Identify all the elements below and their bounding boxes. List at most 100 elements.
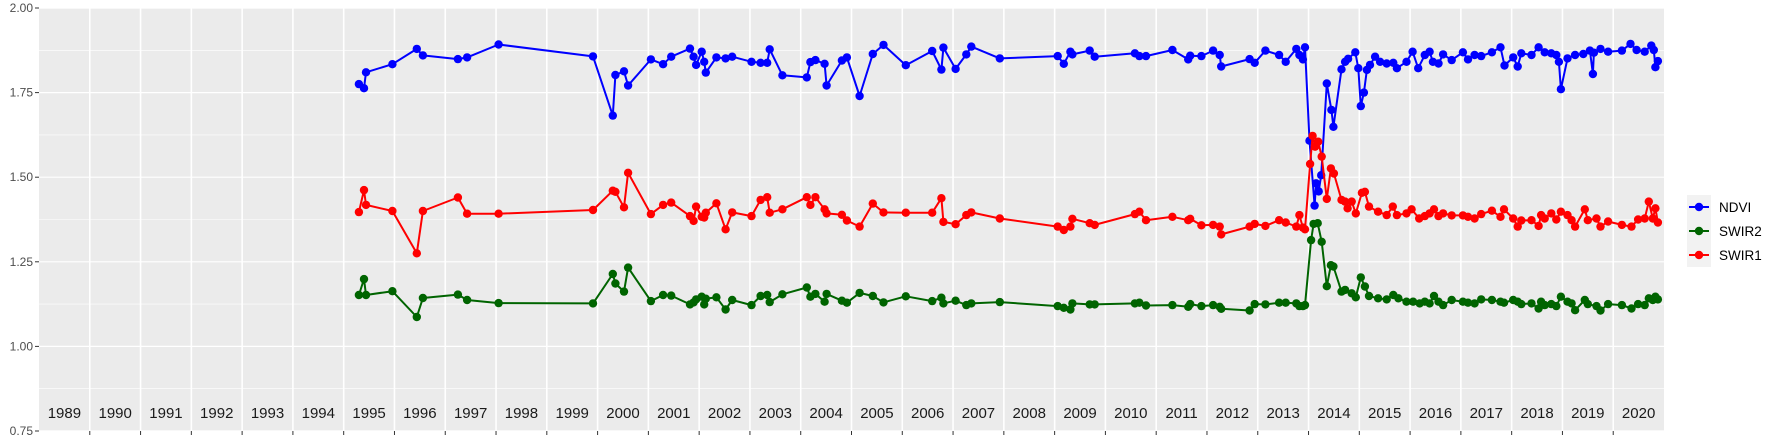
- data-point-ndvi: [1329, 122, 1338, 131]
- data-point-ndvi: [1563, 54, 1572, 63]
- data-point-swir1: [1215, 222, 1224, 231]
- x-tick-label: 2013: [1266, 405, 1299, 422]
- x-tick-label: 2004: [809, 405, 842, 422]
- data-point-swir2: [1447, 295, 1456, 305]
- x-tick-label: 2005: [860, 405, 893, 422]
- data-point-swir2: [588, 299, 598, 308]
- data-point-swir1: [658, 200, 668, 210]
- data-point-swir1: [611, 187, 620, 196]
- data-point-swir1: [763, 193, 772, 202]
- data-point-ndvi: [1509, 53, 1518, 62]
- data-point-swir1: [1567, 216, 1576, 225]
- data-point-swir2: [453, 290, 463, 299]
- data-point-ndvi: [756, 58, 765, 67]
- data-point-swir1: [1343, 204, 1352, 213]
- data-point-swir2: [388, 287, 397, 296]
- data-point-ndvi: [1343, 54, 1353, 63]
- data-point-swir1: [1274, 216, 1284, 225]
- data-point-swir1: [1300, 225, 1310, 234]
- data-point-swir1: [1407, 205, 1416, 214]
- data-point-swir2: [1356, 273, 1366, 282]
- data-point-ndvi: [820, 59, 829, 68]
- data-point-ndvi: [1261, 46, 1270, 55]
- data-point-ndvi: [1554, 57, 1564, 66]
- data-point-swir2: [1429, 291, 1439, 301]
- series-line-swir1: [357, 134, 1659, 255]
- data-point-swir1: [1470, 214, 1479, 223]
- data-point-swir2: [1340, 285, 1350, 295]
- data-point-swir1: [1596, 222, 1605, 231]
- x-tick-label: 1998: [505, 405, 538, 422]
- data-point-swir1: [868, 199, 877, 208]
- x-tick-label: 2009: [1063, 405, 1096, 422]
- legend-label: SWIR1: [1719, 248, 1762, 263]
- data-point-ndvi: [1527, 50, 1536, 60]
- data-point-swir1: [1477, 209, 1486, 219]
- data-point-swir2: [1653, 295, 1663, 304]
- data-point-swir1: [1388, 202, 1398, 211]
- data-point-ndvi: [765, 45, 774, 54]
- x-tick-label: 2020: [1622, 405, 1655, 422]
- data-point-swir1: [1250, 219, 1259, 229]
- data-point-ndvi: [667, 52, 676, 61]
- data-point-swir2: [1351, 293, 1361, 302]
- data-point-swir2: [842, 298, 852, 307]
- data-point-swir2: [765, 297, 774, 307]
- data-point-swir1: [646, 209, 656, 219]
- data-point-ndvi: [619, 67, 629, 76]
- data-point-swir1: [1090, 220, 1099, 230]
- data-point-ndvi: [1552, 50, 1561, 60]
- data-point-ndvi: [1438, 50, 1448, 59]
- data-point-swir1: [811, 193, 820, 202]
- data-point-swir2: [951, 296, 960, 305]
- data-point-ndvi: [1653, 56, 1663, 66]
- data-point-ndvi: [1310, 201, 1319, 210]
- x-tick-label: 1997: [454, 405, 487, 422]
- data-point-swir2: [728, 295, 737, 305]
- data-point-ndvi: [1496, 43, 1505, 52]
- data-point-swir2: [721, 305, 730, 314]
- data-point-ndvi: [1500, 61, 1509, 70]
- data-point-swir1: [1547, 209, 1556, 218]
- data-point-ndvi: [1626, 39, 1635, 49]
- data-point-swir1: [1429, 205, 1439, 214]
- data-point-ndvi: [747, 57, 756, 66]
- data-point-swir2: [1329, 262, 1338, 271]
- data-point-ndvi: [962, 50, 971, 59]
- data-point-swir2: [658, 290, 668, 300]
- data-point-swir2: [1402, 297, 1411, 306]
- x-tick-label: 1992: [200, 405, 233, 422]
- data-point-swir1: [1135, 207, 1144, 216]
- y-tick-label: 0.75: [10, 424, 34, 438]
- data-point-swir2: [1534, 304, 1543, 313]
- data-point-swir2: [1527, 299, 1536, 308]
- data-point-ndvi: [623, 81, 633, 90]
- data-point-swir1: [937, 194, 946, 203]
- data-point-swir1: [1603, 217, 1613, 226]
- data-point-swir1: [1208, 220, 1218, 230]
- data-point-swir2: [1540, 300, 1549, 310]
- data-point-swir2: [811, 289, 820, 299]
- data-point-swir1: [1364, 202, 1374, 211]
- data-point-swir1: [691, 202, 701, 211]
- data-point-swir1: [1640, 214, 1649, 223]
- data-point-swir1: [1496, 212, 1505, 221]
- data-point-swir2: [611, 279, 620, 288]
- x-tick-label: 2008: [1013, 405, 1046, 422]
- data-point-swir1: [354, 207, 364, 217]
- data-point-swir1: [359, 185, 369, 195]
- data-point-ndvi: [712, 53, 721, 62]
- legend-item-ndvi: NDVI: [1689, 200, 1751, 215]
- x-tick-label: 1993: [251, 405, 284, 422]
- data-point-ndvi: [1053, 51, 1062, 61]
- data-point-swir1: [1068, 214, 1077, 223]
- data-point-swir2: [1408, 297, 1418, 306]
- data-point-swir2: [667, 291, 676, 300]
- x-tick-label: 2011: [1165, 405, 1197, 422]
- data-point-swir1: [756, 195, 765, 205]
- data-point-swir1: [879, 208, 888, 217]
- data-point-ndvi: [685, 44, 695, 53]
- data-point-ndvi: [1298, 55, 1308, 64]
- data-point-ndvi: [811, 55, 820, 65]
- series-ndvi: [354, 39, 1663, 210]
